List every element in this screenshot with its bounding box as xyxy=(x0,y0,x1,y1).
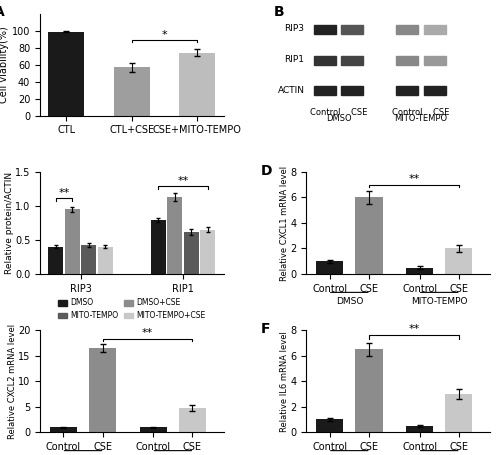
Text: DMSO: DMSO xyxy=(336,298,363,307)
Bar xyxy=(341,56,363,65)
Bar xyxy=(396,56,418,65)
Bar xyxy=(200,230,216,274)
Y-axis label: Relative IL6 mRNA level: Relative IL6 mRNA level xyxy=(280,331,289,432)
Y-axis label: Relative CXCL2 mRNA level: Relative CXCL2 mRNA level xyxy=(8,324,16,439)
Bar xyxy=(341,86,363,96)
Text: **: ** xyxy=(58,188,70,198)
Y-axis label: Relative CXCL1 mRNA level: Relative CXCL1 mRNA level xyxy=(280,165,289,281)
Text: Control    CSE: Control CSE xyxy=(310,107,367,116)
Bar xyxy=(314,56,336,65)
Bar xyxy=(316,420,344,432)
Bar xyxy=(396,25,418,34)
Bar xyxy=(406,426,433,432)
Bar xyxy=(314,25,336,34)
Text: F: F xyxy=(260,322,270,336)
Bar xyxy=(424,56,446,65)
Bar xyxy=(355,197,382,274)
Bar xyxy=(316,261,344,274)
Text: DMSO: DMSO xyxy=(326,114,351,123)
Bar xyxy=(82,245,96,274)
Bar xyxy=(48,31,84,116)
Text: **: ** xyxy=(408,324,420,334)
Bar xyxy=(151,220,166,274)
Bar xyxy=(445,394,472,432)
Text: Control    CSE: Control CSE xyxy=(392,107,450,116)
Text: **: ** xyxy=(178,176,189,186)
Bar xyxy=(424,25,446,34)
Text: RIP1: RIP1 xyxy=(284,55,304,64)
Text: ACTIN: ACTIN xyxy=(278,86,304,95)
Bar xyxy=(89,348,116,432)
Bar xyxy=(341,25,363,34)
Text: MITO-TEMPO: MITO-TEMPO xyxy=(411,298,468,307)
Text: MITO-TEMPO: MITO-TEMPO xyxy=(394,114,448,123)
Text: D: D xyxy=(260,164,272,178)
Bar xyxy=(355,349,382,432)
Y-axis label: Relative protein/ACTIN: Relative protein/ACTIN xyxy=(4,172,14,274)
Bar xyxy=(424,86,446,96)
Text: A: A xyxy=(0,5,5,20)
Bar xyxy=(184,232,199,274)
Bar xyxy=(314,86,336,96)
Text: **: ** xyxy=(142,328,153,338)
Bar xyxy=(48,247,63,274)
Text: **: ** xyxy=(408,174,420,184)
Bar xyxy=(140,427,167,432)
Y-axis label: Cell viability(%): Cell viability(%) xyxy=(0,26,9,103)
Bar xyxy=(178,408,206,432)
Legend: DMSO, MITO-TEMPO, DMSO+CSE, MITO-TEMPO+CSE: DMSO, MITO-TEMPO, DMSO+CSE, MITO-TEMPO+C… xyxy=(55,295,209,323)
Bar xyxy=(406,268,433,274)
Bar xyxy=(65,209,80,274)
Bar xyxy=(98,247,112,274)
Text: RIP3: RIP3 xyxy=(284,25,304,34)
Text: *: * xyxy=(162,30,168,40)
Bar xyxy=(396,86,418,96)
Bar xyxy=(50,427,77,432)
Bar xyxy=(445,248,472,274)
Bar xyxy=(168,197,182,274)
Bar xyxy=(180,53,216,116)
Bar xyxy=(114,67,150,116)
Text: B: B xyxy=(274,5,284,20)
